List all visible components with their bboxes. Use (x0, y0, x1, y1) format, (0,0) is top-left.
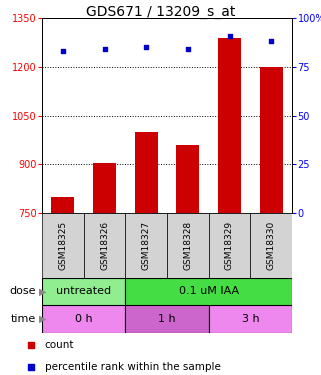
Bar (42, 305, 125, 333)
Text: untreated: untreated (56, 286, 111, 297)
Text: dose: dose (9, 286, 36, 297)
Text: GSM18327: GSM18327 (142, 221, 151, 270)
Bar (42, 213, 84, 278)
Bar (167, 213, 209, 278)
Text: 0 h: 0 h (75, 314, 92, 324)
Bar (209, 213, 250, 278)
Point (29, 364, 34, 370)
Point (143, 44, 149, 50)
Point (227, 33, 232, 39)
Bar (250, 213, 292, 278)
Bar (125, 278, 292, 305)
Text: GDS671 / 13209_s_at: GDS671 / 13209_s_at (86, 5, 235, 19)
Bar (218, 38, 241, 213)
Point (102, 46, 107, 52)
Bar (135, 132, 158, 213)
Text: 0.1 uM IAA: 0.1 uM IAA (178, 286, 239, 297)
Text: 1 h: 1 h (158, 314, 176, 324)
Bar (176, 145, 199, 213)
Point (269, 38, 274, 44)
Text: GSM18325: GSM18325 (58, 221, 67, 270)
Point (185, 46, 190, 52)
Bar (42, 278, 125, 305)
Point (29, 342, 34, 348)
Bar (51, 197, 74, 213)
Bar (125, 213, 167, 278)
Point (60, 48, 65, 54)
Text: 3 h: 3 h (241, 314, 259, 324)
Text: GSM18328: GSM18328 (183, 221, 192, 270)
Text: GSM18329: GSM18329 (225, 221, 234, 270)
Bar (260, 67, 282, 213)
Bar (125, 305, 209, 333)
Text: ▶: ▶ (39, 314, 46, 324)
Text: ▶: ▶ (39, 286, 46, 297)
Text: GSM18330: GSM18330 (267, 221, 276, 270)
Bar (84, 213, 125, 278)
Bar (209, 305, 292, 333)
Bar (93, 163, 116, 213)
Text: count: count (45, 340, 74, 350)
Text: time: time (10, 314, 36, 324)
Text: GSM18326: GSM18326 (100, 221, 109, 270)
Text: percentile rank within the sample: percentile rank within the sample (45, 362, 221, 372)
